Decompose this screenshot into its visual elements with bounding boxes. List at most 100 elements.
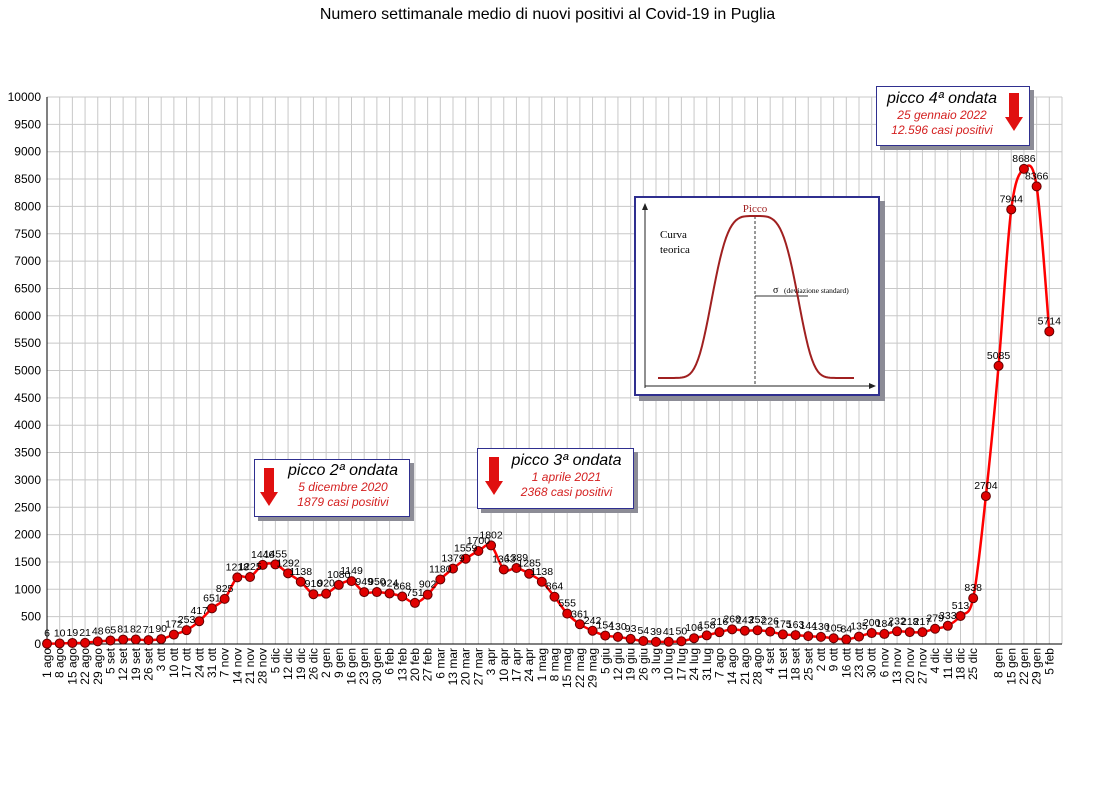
data-label: 1802 — [479, 529, 503, 541]
annotation-date: 25 gennaio 2022 — [897, 108, 987, 122]
data-label: 184 — [876, 618, 894, 630]
grid — [46, 96, 1063, 645]
data-point — [257, 559, 268, 570]
annotation-date: 5 dicembre 2020 — [298, 480, 388, 494]
x-tick-label: 12 dic — [281, 648, 295, 680]
x-tick-label: 29 mag — [586, 648, 600, 688]
data-point — [777, 629, 788, 640]
y-tick-label: 4000 — [14, 418, 41, 432]
data-label: 1180 — [429, 563, 452, 575]
data-point — [448, 563, 458, 574]
data-point — [828, 633, 839, 644]
data-point — [270, 559, 281, 570]
data-label: 1379 — [441, 553, 465, 565]
x-tick-label: 16 ott — [839, 647, 853, 678]
x-tick-label: 22 gen — [1017, 648, 1031, 685]
data-point — [980, 491, 991, 502]
y-tick-label: 6500 — [14, 281, 41, 295]
data-label: 172 — [165, 619, 183, 631]
y-tick-label: 9000 — [14, 145, 41, 159]
x-tick-label: 19 set — [129, 647, 143, 680]
data-point — [638, 636, 649, 647]
data-point — [118, 634, 129, 645]
data-label: 41 — [663, 626, 675, 638]
data-label: 105 — [825, 622, 843, 634]
data-point — [917, 627, 928, 638]
x-tick-label: 26 dic — [306, 648, 320, 680]
data-label: 417 — [190, 605, 208, 617]
data-label: 651 — [203, 592, 221, 604]
data-point — [105, 635, 116, 646]
inset-bell-curve — [658, 215, 854, 379]
x-tick-label: 18 set — [789, 647, 803, 680]
data-label: 1285 — [517, 558, 541, 570]
data-point — [80, 637, 91, 648]
x-tick-label: 20 nov — [903, 648, 917, 684]
axes — [46, 97, 1062, 645]
data-point — [879, 628, 890, 639]
data-point — [156, 634, 167, 645]
data-point — [283, 568, 294, 579]
data-label: 200 — [863, 617, 881, 629]
x-tick-label: 31 ott — [205, 647, 219, 678]
data-label: 838 — [964, 582, 982, 594]
data-label: 924 — [381, 577, 399, 589]
x-tick-label: 28 ago — [751, 648, 765, 685]
y-tick-label: 5000 — [14, 364, 41, 378]
data-point — [130, 634, 141, 645]
x-tick-label: 14 ago — [725, 648, 739, 685]
x-tick-label: 13 nov — [890, 648, 904, 684]
data-point — [206, 603, 217, 614]
x-tick-label: 24 ott — [192, 647, 206, 678]
y-tick-label: 1500 — [14, 555, 41, 569]
data-point — [892, 626, 903, 637]
data-label: 902 — [419, 579, 437, 591]
data-label: 253 — [178, 614, 196, 626]
x-tick-label: 30 gen — [370, 648, 384, 685]
x-tick-label: 23 ott — [852, 647, 866, 678]
data-point — [232, 572, 243, 583]
x-tick-label: 13 feb — [395, 648, 409, 682]
inset-y-arrow — [642, 203, 648, 210]
data-point — [359, 587, 370, 598]
data-label: 8686 — [1012, 153, 1036, 165]
data-label: 1080 — [327, 569, 351, 581]
data-label: 751 — [406, 587, 424, 599]
data-point — [651, 636, 661, 647]
data-label: 1138 — [289, 566, 312, 578]
x-tick-label: 15 gen — [1004, 648, 1018, 685]
down-arrow-icon — [485, 457, 503, 495]
x-tick-label: 3 lug — [649, 648, 663, 674]
data-point — [460, 553, 471, 564]
data-label: 158 — [698, 619, 716, 631]
y-tick-label: 5500 — [14, 336, 41, 350]
data-label: 333 — [939, 610, 957, 622]
data-point — [1044, 326, 1055, 337]
x-tick-label: 12 giu — [611, 648, 625, 681]
data-label: 950 — [368, 576, 386, 588]
data-point — [384, 588, 395, 599]
data-label: 6 — [44, 628, 50, 640]
data-label: 218 — [901, 616, 919, 628]
x-tick-label: 4 dic — [928, 648, 942, 673]
data-labels: 6 10 19 21 48 65 81 82 71 90172253417651825121812… — [44, 153, 1061, 640]
data-point — [308, 589, 319, 600]
y-tick-label: 8000 — [14, 199, 41, 213]
data-point — [524, 568, 535, 579]
data-label: 252 — [749, 614, 767, 626]
data-label: 1149 — [340, 565, 363, 577]
annotation-cases: 1879 casi positivi — [297, 495, 389, 509]
data-point — [435, 574, 446, 585]
x-tick-label: 17 apr — [509, 648, 523, 682]
data-label: 1446 — [251, 549, 275, 561]
x-tick-label: 8 mag — [548, 648, 562, 681]
x-tick-label: 5 dic — [268, 648, 282, 673]
x-tick-label: 7 nov — [218, 648, 232, 677]
data-point — [397, 591, 408, 602]
data-point — [346, 576, 357, 587]
inset-sigma-label: σ — [773, 285, 779, 296]
data-point — [765, 626, 776, 637]
data-label: 513 — [952, 600, 970, 612]
data-label: 1225 — [238, 561, 262, 573]
data-point — [612, 631, 623, 642]
